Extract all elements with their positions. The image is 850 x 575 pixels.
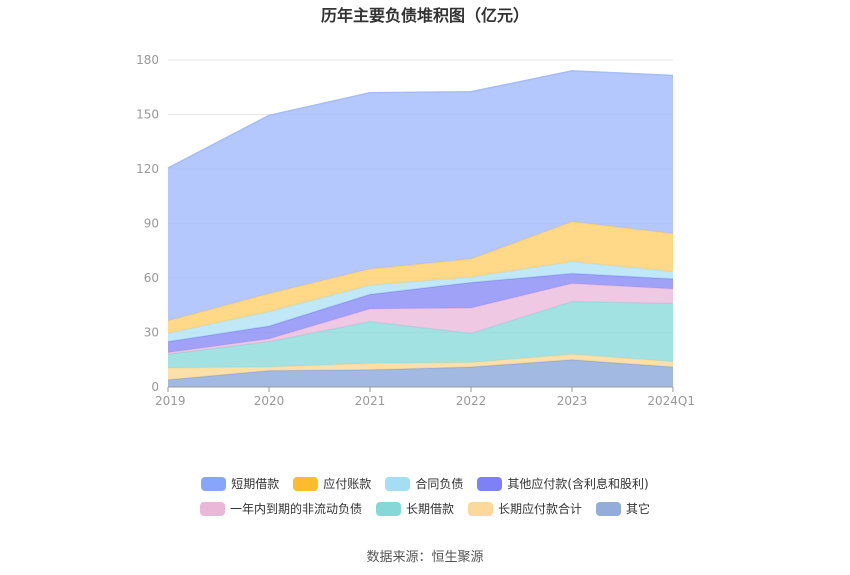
area-短期借款 <box>168 70 673 321</box>
area-edge-短期借款 <box>167 70 674 169</box>
legend-swatch <box>375 501 401 516</box>
legend-swatch <box>201 476 227 491</box>
x-tick-label: 2024Q1 <box>647 394 695 408</box>
y-tick-label: 90 <box>144 217 159 231</box>
y-tick-label: 30 <box>144 326 159 340</box>
y-tick-label: 150 <box>136 108 159 122</box>
x-tick-label: 2022 <box>456 394 487 408</box>
source-note: 数据来源：恒生聚源 <box>366 550 484 565</box>
axes: 0 30 60 90 120 150 180 2019 2020 2021 2022 2023 2024… <box>136 53 695 408</box>
legend-label: 合同负债 <box>415 477 464 491</box>
legend-label: 其它 <box>626 502 651 516</box>
legend-swatch <box>293 476 319 491</box>
legend-label: 短期借款 <box>231 477 280 491</box>
legend-label: 长期应付款合计 <box>498 502 583 516</box>
area-series <box>167 70 674 387</box>
legend-swatch <box>468 501 493 516</box>
area-合同负债 <box>168 261 673 342</box>
legend-item[interactable]: 其他应付款(含利息和股利) <box>477 475 649 492</box>
legend: 短期借款 应付账款 合同负债 其他应付款(含利息和股利) 一年内到期的非流动负债 长期借… <box>0 471 850 521</box>
x-tick-label: 2023 <box>557 394 588 408</box>
area-应付账款 <box>168 221 673 334</box>
legend-item[interactable]: 长期借款 <box>375 500 454 517</box>
legend-label: 长期借款 <box>405 502 454 516</box>
legend-item[interactable]: 短期借款 <box>201 475 279 492</box>
legend-item[interactable]: 合同负债 <box>385 475 463 492</box>
legend-swatch <box>477 476 503 491</box>
area-一年内到期的非流动负债 <box>168 283 673 355</box>
area-其它 <box>168 359 673 387</box>
area-edge-其它 <box>167 358 674 381</box>
legend-label: 一年内到期的非流动负债 <box>229 502 362 516</box>
x-tick-label: 2021 <box>355 394 386 408</box>
legend-item[interactable]: 长期应付款合计 <box>468 500 582 517</box>
chart-title: 历年主要负债堆积图（亿元） <box>320 6 529 25</box>
y-tick-label: 120 <box>136 162 159 176</box>
legend-label: 应付账款 <box>323 477 372 491</box>
legend-row-2: 一年内到期的非流动负债 长期借款 长期应付款合计 其它 <box>0 496 850 521</box>
legend-swatch <box>385 476 411 491</box>
legend-swatch <box>199 501 225 516</box>
y-tick-label: 0 <box>151 380 159 394</box>
legend-item[interactable]: 一年内到期的非流动负债 <box>199 500 362 517</box>
y-tick-label: 60 <box>144 271 159 285</box>
x-tick-label: 2020 <box>254 394 285 408</box>
area-长期应付款合计 <box>168 354 673 380</box>
y-tick-label: 180 <box>136 53 159 67</box>
legend-item[interactable]: 应付账款 <box>293 475 371 492</box>
legend-row-1: 短期借款 应付账款 合同负债 其他应付款(含利息和股利) <box>0 471 850 496</box>
area-长期借款 <box>168 301 673 368</box>
legend-label: 其他应付款(含利息和股利) <box>507 477 649 491</box>
legend-swatch <box>596 501 622 516</box>
area-其他应付款(含利息和股利) <box>168 273 673 353</box>
legend-item[interactable]: 其它 <box>596 500 650 517</box>
x-tick-label: 2019 <box>155 394 186 408</box>
